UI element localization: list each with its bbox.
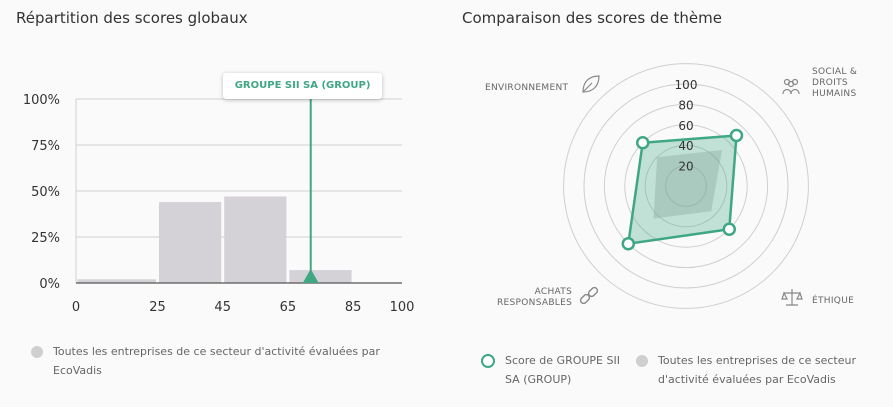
score-distribution-panel: Répartition des scores globaux 0% 25% 50% 7… [0,0,440,407]
distribution-title: Répartition des scores globaux [16,9,248,27]
radar-ring [624,124,748,248]
radar-chart: 20 40 60 80 100 [563,63,809,309]
legend-company-text: Score de GROUPE SII SA (GROUP) [505,354,620,386]
axis-label-social: SOCIAL & DROITS HUMAINS [812,67,858,99]
histogram-bar [159,202,222,283]
x-tick-label: 0 [72,300,80,315]
legend-sector: Toutes les entreprises de ce secteur d'a… [636,351,861,389]
radar-ring [583,83,789,289]
radial-tick-label: 80 [678,98,693,112]
x-tick-label: 65 [280,300,297,315]
theme-comparison-panel: Comparaison des scores de thème 20 40 60 80… [440,0,893,407]
radial-tick-label: 20 [678,160,693,174]
legend-grey-dot [31,346,43,358]
company-score-point [635,135,650,150]
y-tick-label: 0% [39,277,60,292]
radar-ring [563,63,809,309]
axis-label-ethics: ÉTHIQUE [812,296,855,306]
y-tick-label: 100% [23,93,60,108]
company-marker-label: GROUPE SII SA (GROUP) [222,73,383,99]
radar-ring [665,165,707,207]
company-score-point [722,222,737,237]
x-tick-label: 100 [390,300,415,315]
legend-grey-dot [636,355,648,367]
legend-green-dot [481,354,495,368]
legend-company: Score de GROUPE SII SA (GROUP) [481,351,621,389]
axis-label-purchasing: ACHATS RESPONSABLES [497,287,573,308]
histogram-bar [224,196,287,283]
histogram-bar [77,279,156,283]
radar-ring [644,144,728,228]
x-tick-label: 85 [345,300,362,315]
theme-title: Comparaison des scores de thème [462,9,722,27]
radar-ring [603,103,769,269]
y-tick-label: 50% [31,185,60,200]
histogram-bar [289,270,352,283]
legend-sector-text: Toutes les entreprises de ce secteur d'a… [53,345,380,377]
radial-tick-label: 40 [678,139,693,153]
company-score-point [621,236,636,251]
y-tick-label: 25% [31,231,60,246]
distribution-chart: 0% 25% 50% 75% 100% 0 25 45 65 85 100 [23,93,415,315]
axis-label-environment: ENVIRONNEMENT [485,83,569,93]
legend-sector-text: Toutes les entreprises de ce secteur d'a… [658,354,856,386]
x-tick-label: 45 [214,300,231,315]
radial-tick-label: 60 [678,119,693,133]
distribution-legend: Toutes les entreprises de ce secteur d'a… [31,342,401,380]
company-marker-triangle [302,269,319,283]
sector-average-polygon [653,149,723,219]
company-score-point [729,128,744,143]
x-tick-label: 25 [149,300,166,315]
radial-tick-label: 100 [675,78,698,92]
y-tick-label: 75% [31,139,60,154]
